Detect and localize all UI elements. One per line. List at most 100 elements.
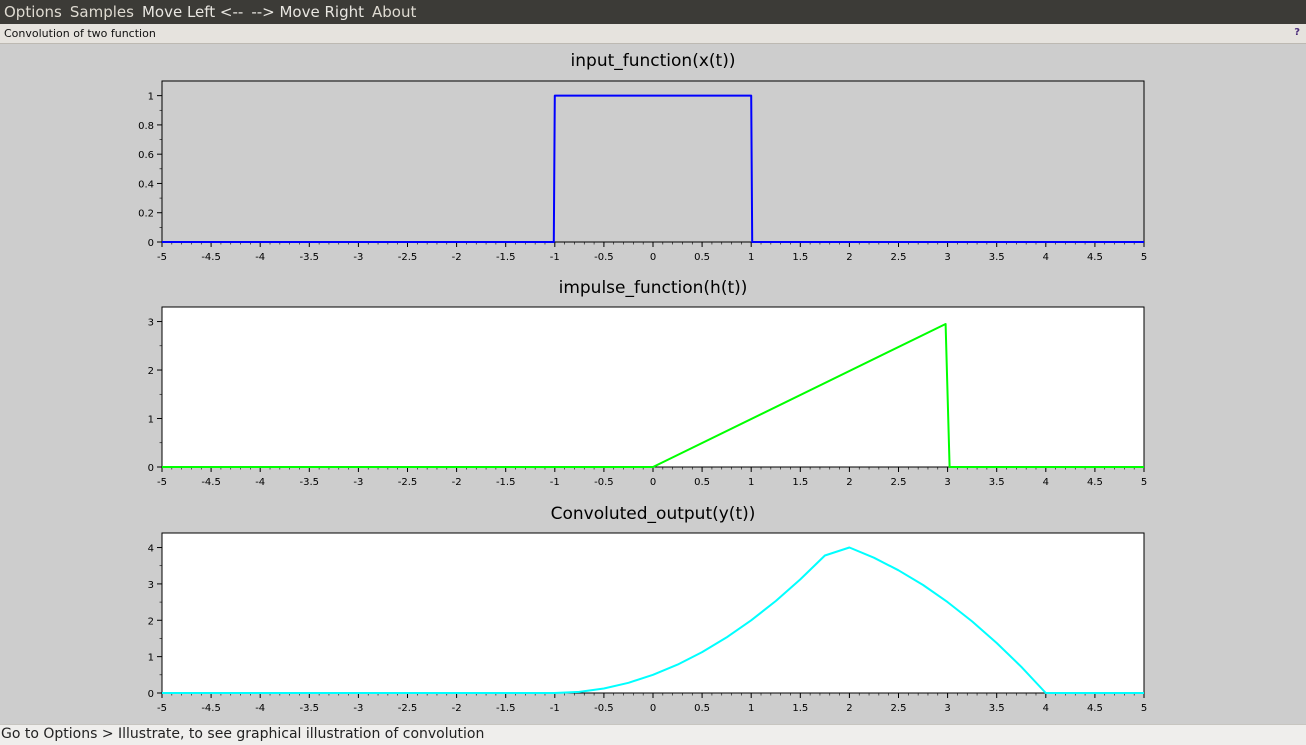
y-tick-label-output: 4 [148,544,154,555]
x-tick-label-input: -4 [255,252,265,263]
x-tick-label-output: -2.5 [398,703,418,714]
x-tick-label-input: 1.5 [792,252,808,263]
x-tick-label-input: -2 [452,252,462,263]
x-tick-label-impulse: 1 [748,477,754,488]
x-tick-label-impulse: -4 [255,477,265,488]
x-tick-label-impulse: -4.5 [201,477,221,488]
x-tick-label-output: -3.5 [300,703,320,714]
chart-input: input_function(x(t)) -5 -4.5 -4 -3.5 -3 -2.5 -2… [138,51,1147,263]
y-tick-label-input: 0.6 [138,150,154,161]
chart-title-output: Convoluted_output(y(t)) [551,504,756,524]
x-tick-label-impulse: -5 [157,477,167,488]
menu-about[interactable]: About [371,3,417,21]
x-tick-label-input: -1.5 [496,252,516,263]
x-tick-label-output: -3 [353,703,363,714]
x-tick-label-impulse: 3.5 [989,477,1005,488]
x-tick-label-input: 2.5 [891,252,907,263]
x-tick-label-input: -3.5 [300,252,320,263]
y-tick-label-output: 2 [148,616,154,627]
plot-area-output [161,532,1145,694]
x-tick-label-output: 5 [1141,703,1147,714]
x-tick-label-output: -0.5 [594,703,614,714]
window-title: Convolution of two function [4,27,156,40]
x-tick-label-input: -0.5 [594,252,614,263]
x-tick-label-output: 4 [1043,703,1049,714]
plot-area-input [161,80,1145,243]
x-tick-label-impulse: -1 [550,477,560,488]
window-title-bar: Convolution of two function ? [0,24,1306,44]
x-tick-label-impulse: 5 [1141,477,1147,488]
x-tick-label-impulse: -1.5 [496,477,516,488]
x-tick-label-output: -1 [550,703,560,714]
x-tick-label-input: 1 [748,252,754,263]
x-tick-label-impulse: 4 [1043,477,1049,488]
x-tick-label-input: -5 [157,252,167,263]
x-tick-label-input: 0.5 [694,252,710,263]
x-tick-label-impulse: 0 [650,477,656,488]
x-tick-label-output: -4.5 [201,703,221,714]
y-tick-label-input: 0 [148,238,154,249]
chart-title-impulse: impulse_function(h(t)) [559,278,748,298]
series-line-input [162,94,1144,243]
x-tick-label-impulse: 3 [944,477,950,488]
series-line-impulse [162,323,1144,468]
x-tick-label-input: 3.5 [989,252,1005,263]
x-tick-label-input: 0 [650,252,656,263]
x-tick-label-output: 3.5 [989,703,1005,714]
x-tick-label-output: -2 [452,703,462,714]
x-tick-label-impulse: 2 [846,477,852,488]
x-tick-label-output: -5 [157,703,167,714]
x-tick-label-input: -4.5 [201,252,221,263]
x-tick-label-output: 4.5 [1087,703,1103,714]
x-tick-label-impulse: 4.5 [1087,477,1103,488]
x-tick-label-input: 5 [1141,252,1147,263]
x-tick-label-input: 3 [944,252,950,263]
x-tick-label-output: 0 [650,703,656,714]
x-tick-label-output: 1 [748,703,754,714]
chart-title-input: input_function(x(t)) [571,51,736,71]
plot-area-impulse [161,306,1145,468]
x-tick-label-impulse: -3 [353,477,363,488]
x-tick-label-output: 2 [846,703,852,714]
x-tick-label-output: 1.5 [792,703,808,714]
x-tick-label-input: -3 [353,252,363,263]
y-tick-label-input: 0.8 [138,121,154,132]
y-tick-label-input: 0.4 [138,179,154,190]
menu-bar: Options Samples Move Left <-- --> Move R… [0,0,1306,24]
plots-area: input_function(x(t)) -5 -4.5 -4 -3.5 -3 -2.5 -2… [138,51,1148,714]
x-tick-label-output: -4 [255,703,265,714]
chart-output: Convoluted_output(y(t)) -5 -4.5 -4 -3.5 -3 -2.… [148,504,1148,714]
y-tick-label-output: 3 [148,580,154,591]
y-tick-label-input: 0.2 [138,209,154,220]
menu-options[interactable]: Options [4,3,62,21]
menu-samples[interactable]: Samples [69,3,134,21]
x-tick-label-input: -2.5 [398,252,418,263]
x-tick-label-impulse: -2.5 [398,477,418,488]
x-tick-label-input: -1 [550,252,560,263]
y-tick-label-impulse: 2 [148,366,154,377]
x-tick-label-impulse: -3.5 [300,477,320,488]
help-icon[interactable]: ? [1294,27,1300,38]
y-tick-label-output: 1 [148,653,154,664]
menu-move-right[interactable]: --> Move Right [251,3,364,21]
x-tick-label-output: -1.5 [496,703,516,714]
x-tick-label-impulse: -2 [452,477,462,488]
x-tick-label-impulse: 1.5 [792,477,808,488]
status-message: Go to Options > Illustrate, to see graph… [1,726,485,742]
y-tick-label-input: 1 [148,92,154,103]
y-tick-label-impulse: 0 [148,463,154,474]
x-tick-label-input: 2 [846,252,852,263]
x-tick-label-output: 0.5 [694,703,710,714]
x-tick-label-impulse: 2.5 [891,477,907,488]
status-bar: Go to Options > Illustrate, to see graph… [0,724,1306,745]
x-tick-label-impulse: 0.5 [694,477,710,488]
y-tick-label-output: 0 [148,689,154,700]
x-tick-label-impulse: -0.5 [594,477,614,488]
y-tick-label-impulse: 3 [148,318,154,329]
x-tick-label-input: 4 [1043,252,1049,263]
x-tick-label-output: 3 [944,703,950,714]
x-tick-label-input: 4.5 [1087,252,1103,263]
series-line-output [162,546,1144,694]
chart-impulse: impulse_function(h(t)) -5 -4.5 -4 -3.5 -3 -2.5… [148,278,1148,488]
menu-move-left[interactable]: Move Left <-- [141,3,244,21]
